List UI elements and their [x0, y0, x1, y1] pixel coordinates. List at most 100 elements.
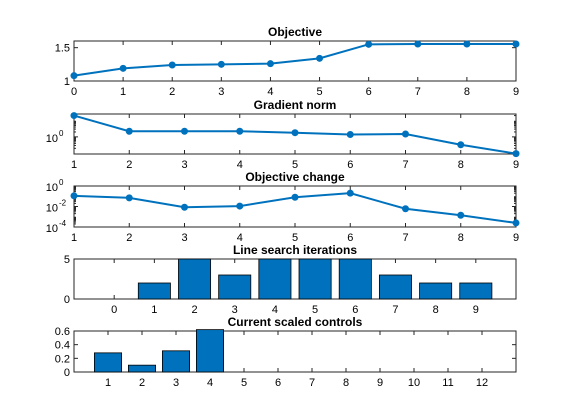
bar	[459, 282, 493, 300]
data-point	[125, 127, 133, 135]
data-point	[70, 72, 78, 80]
line-search-iterations-panel: Line search iterations 0 5 0 1 2 3 4 5 6 7 8 9	[64, 243, 517, 316]
chart-title: Line search iterations	[233, 243, 357, 257]
x-tick-label: 3	[232, 304, 238, 316]
data-point	[365, 40, 373, 48]
x-tick-label: 8	[458, 159, 464, 171]
y-tick-label: 5	[64, 254, 70, 266]
x-tick-label: 6	[366, 86, 372, 98]
data-point	[181, 203, 188, 211]
data-point	[236, 202, 244, 210]
x-tick-label: 5	[241, 377, 247, 389]
gradient-norm-panel: Gradient norm 10 0 1 2 3 4 5 6 7 8 9	[46, 98, 520, 171]
x-tick-label: 6	[347, 159, 353, 171]
x-tick-label: 2	[169, 86, 175, 98]
x-tick-label: 12	[476, 377, 488, 389]
chart-title: Current scaled controls	[228, 315, 363, 329]
x-tick-label: 6	[347, 232, 353, 244]
bar	[161, 350, 190, 373]
x-tick-label: 1	[71, 232, 77, 244]
y-tick-label: 1.5	[55, 43, 70, 55]
bar	[195, 329, 224, 373]
x-tick-label: 5	[292, 232, 298, 244]
x-tick-label: 10	[408, 377, 420, 389]
y-tick-label: 10	[46, 223, 58, 235]
x-tick-label: 7	[392, 304, 398, 316]
x-tick-label: 7	[309, 377, 315, 389]
x-tick-label: 2	[126, 159, 132, 171]
x-tick-label: 6	[275, 377, 281, 389]
y-tick-exponent: -4	[59, 219, 67, 228]
x-tick-label: 9	[473, 304, 479, 316]
data-point	[512, 150, 520, 158]
x-tick-label: 0	[71, 86, 77, 98]
data-point	[346, 189, 354, 197]
x-tick-label: 0	[111, 304, 117, 316]
x-tick-label: 9	[513, 159, 519, 171]
data-point	[457, 211, 465, 219]
bar	[178, 258, 212, 300]
x-tick-label: 4	[237, 159, 243, 171]
data-point	[291, 129, 299, 137]
bar	[137, 282, 171, 300]
data-point	[125, 194, 133, 202]
x-tick-label: 1	[71, 159, 77, 171]
x-tick-label: 9	[377, 377, 383, 389]
data-point	[168, 61, 176, 69]
bar	[298, 258, 332, 300]
y-tick-exponent: 0	[59, 129, 64, 138]
x-tick-label: 7	[402, 159, 408, 171]
y-tick-exponent: 0	[59, 178, 64, 187]
x-tick-label: 5	[312, 304, 318, 316]
x-tick-label: 8	[464, 86, 470, 98]
x-tick-label: 8	[343, 377, 349, 389]
bar	[94, 352, 123, 373]
data-point	[402, 205, 409, 213]
y-tick-label: 10	[46, 203, 58, 215]
x-tick-label: 7	[415, 86, 421, 98]
x-tick-label: 1	[151, 304, 157, 316]
current-scaled-controls-panel: Current scaled controls 00.20.40.61 2 3 4 5 6…	[55, 315, 517, 389]
objective-change-panel: Objective change 10 010 -210 -41 2 3 4 5 6 7 8 9	[46, 170, 520, 244]
x-tick-label: 3	[181, 232, 187, 244]
chart-title: Objective	[268, 25, 322, 39]
x-tick-label: 4	[237, 232, 243, 244]
x-tick-label: 9	[513, 86, 519, 98]
x-tick-label: 5	[316, 86, 322, 98]
x-tick-label: 1	[105, 377, 111, 389]
data-point	[181, 127, 188, 135]
axes-frame	[73, 185, 517, 228]
x-tick-label: 9	[513, 232, 519, 244]
data-point	[266, 60, 274, 68]
y-tick-label: 10	[46, 182, 58, 194]
x-tick-label: 4	[207, 377, 213, 389]
x-tick-label: 3	[218, 86, 224, 98]
x-tick-label: 2	[191, 304, 197, 316]
data-point	[512, 219, 520, 227]
data-point	[119, 64, 127, 72]
x-tick-label: 8	[458, 232, 464, 244]
bar	[378, 274, 412, 300]
data-point	[236, 127, 244, 135]
x-tick-label: 5	[292, 159, 298, 171]
data-point	[414, 40, 422, 48]
x-tick-label: 6	[352, 304, 358, 316]
objective-panel: Objective 11.50 1 2 3 4 5 6 7 8 9	[55, 25, 520, 98]
x-tick-label: 2	[139, 377, 145, 389]
x-tick-label: 11	[442, 377, 453, 389]
x-tick-label: 4	[272, 304, 278, 316]
x-tick-label: 2	[126, 232, 132, 244]
x-tick-label: 3	[173, 377, 179, 389]
x-tick-label: 4	[267, 86, 273, 98]
x-tick-label: 3	[181, 159, 187, 171]
data-point	[346, 130, 354, 138]
y-tick-label: 0	[64, 367, 70, 379]
bar	[338, 258, 372, 300]
data-point	[70, 192, 78, 200]
y-tick-label: 0.2	[55, 353, 70, 365]
y-tick-label: 0	[64, 294, 70, 306]
y-tick-exponent: -2	[59, 199, 67, 208]
data-point	[457, 141, 465, 149]
chart-title: Gradient norm	[254, 98, 337, 112]
